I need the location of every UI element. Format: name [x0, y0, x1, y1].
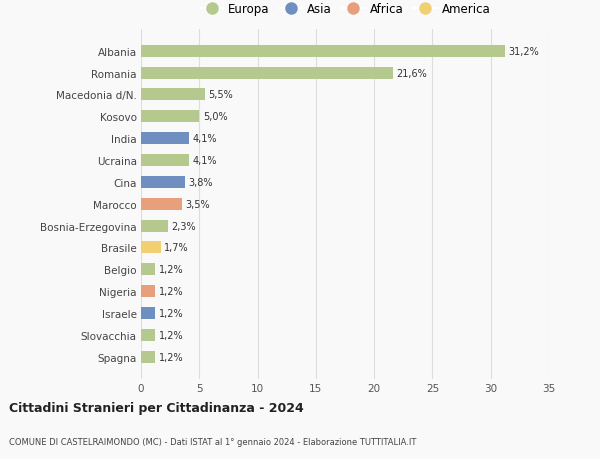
Bar: [141, 220, 168, 232]
Legend: Europa, Asia, Africa, America: Europa, Asia, Africa, America: [195, 0, 495, 21]
Text: 5,5%: 5,5%: [209, 90, 233, 100]
Text: 3,5%: 3,5%: [185, 199, 210, 209]
Bar: [141, 46, 505, 58]
Text: 3,8%: 3,8%: [189, 178, 213, 187]
Text: 1,7%: 1,7%: [164, 243, 189, 253]
Bar: [141, 133, 189, 145]
Bar: [141, 242, 161, 254]
Text: 2,3%: 2,3%: [172, 221, 196, 231]
Text: 4,1%: 4,1%: [192, 134, 217, 144]
Text: 31,2%: 31,2%: [508, 47, 539, 56]
Bar: [141, 307, 155, 319]
Text: 21,6%: 21,6%: [396, 68, 427, 78]
Text: 1,2%: 1,2%: [158, 265, 183, 274]
Bar: [141, 351, 155, 363]
Text: 4,1%: 4,1%: [192, 156, 217, 166]
Bar: [141, 198, 182, 210]
Text: Cittadini Stranieri per Cittadinanza - 2024: Cittadini Stranieri per Cittadinanza - 2…: [9, 401, 304, 414]
Bar: [141, 67, 393, 79]
Text: 1,2%: 1,2%: [158, 352, 183, 362]
Bar: [141, 285, 155, 297]
Text: 1,2%: 1,2%: [158, 308, 183, 318]
Bar: [141, 263, 155, 276]
Bar: [141, 90, 205, 101]
Text: 1,2%: 1,2%: [158, 286, 183, 297]
Bar: [141, 155, 189, 167]
Bar: [141, 111, 199, 123]
Text: 1,2%: 1,2%: [158, 330, 183, 340]
Bar: [141, 329, 155, 341]
Bar: [141, 176, 185, 189]
Text: 5,0%: 5,0%: [203, 112, 227, 122]
Text: COMUNE DI CASTELRAIMONDO (MC) - Dati ISTAT al 1° gennaio 2024 - Elaborazione TUT: COMUNE DI CASTELRAIMONDO (MC) - Dati IST…: [9, 437, 416, 446]
